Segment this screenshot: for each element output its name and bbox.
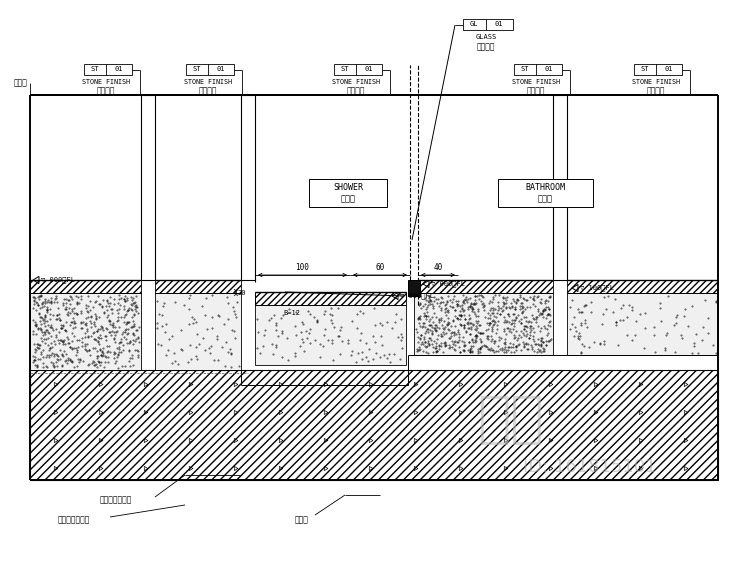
Text: 20: 20 <box>238 290 246 296</box>
Text: ST: ST <box>641 66 649 72</box>
Text: 石材饰面: 石材饰面 <box>346 86 366 95</box>
Text: 40: 40 <box>433 263 443 273</box>
Bar <box>309 179 387 207</box>
Bar <box>514 64 562 75</box>
Text: ▽ 000地FL: ▽ 000地FL <box>431 281 465 288</box>
Bar <box>414 293 553 355</box>
Text: BATHROOM: BATHROOM <box>525 183 565 193</box>
Text: STONE FINISH: STONE FINISH <box>82 79 130 85</box>
Text: STONE FINISH: STONE FINISH <box>184 79 232 85</box>
Bar <box>155 280 241 293</box>
Text: 淋浴房: 淋浴房 <box>341 195 355 204</box>
Text: SHOWER: SHOWER <box>333 183 363 193</box>
Text: 60: 60 <box>376 263 385 273</box>
Bar <box>463 19 513 30</box>
Bar <box>553 95 567 280</box>
Text: STONE FINISH: STONE FINISH <box>632 79 680 85</box>
Text: 混凝土结构楼板: 混凝土结构楼板 <box>58 516 91 524</box>
Text: GL: GL <box>470 21 478 27</box>
Text: ST: ST <box>91 66 99 72</box>
Text: 基板面: 基板面 <box>14 79 28 87</box>
Bar <box>334 64 382 75</box>
Bar <box>141 95 155 280</box>
Text: 01: 01 <box>545 66 553 72</box>
Text: 石材饰面: 石材饰面 <box>647 86 665 95</box>
Text: 知末: 知末 <box>477 393 543 447</box>
Bar <box>255 305 406 365</box>
Text: GLASS: GLASS <box>475 34 496 40</box>
Text: ST: ST <box>193 66 201 72</box>
Text: ST: ST <box>520 66 529 72</box>
Bar <box>186 64 234 75</box>
Bar <box>498 179 593 207</box>
Text: 01: 01 <box>664 66 673 72</box>
Bar <box>567 293 718 355</box>
Bar <box>30 95 718 480</box>
Bar <box>414 280 553 293</box>
Text: 01: 01 <box>217 66 225 72</box>
Text: 01: 01 <box>495 21 503 27</box>
Text: 01: 01 <box>365 66 374 72</box>
Bar <box>408 280 420 296</box>
Text: 钢化玻璃: 钢化玻璃 <box>477 43 495 52</box>
Text: B=12: B=12 <box>283 310 300 316</box>
Text: 水泥砂浆找平层: 水泥砂浆找平层 <box>100 496 132 504</box>
Bar <box>84 64 132 75</box>
Text: ST: ST <box>341 66 349 72</box>
Text: ID: 161815101: ID: 161815101 <box>523 458 656 476</box>
Bar <box>30 370 718 480</box>
Bar <box>30 280 141 293</box>
Bar <box>634 64 682 75</box>
Text: 石材饰面: 石材饰面 <box>527 86 545 95</box>
Bar <box>255 292 406 305</box>
Text: 石材饰面: 石材饰面 <box>199 86 217 95</box>
Text: STONE FINISH: STONE FINISH <box>332 79 380 85</box>
Text: 防水层: 防水层 <box>295 516 309 524</box>
Bar <box>30 293 141 370</box>
Text: ▽ 100地FL: ▽ 100地FL <box>580 285 614 292</box>
Bar <box>241 95 255 280</box>
Bar <box>567 280 718 293</box>
Text: ▽ 000地FL: ▽ 000地FL <box>41 277 75 283</box>
Text: STONE FINISH: STONE FINISH <box>512 79 560 85</box>
Text: 100: 100 <box>295 263 309 273</box>
Text: 石材饰面: 石材饰面 <box>96 86 115 95</box>
Text: ▽ 000地FL: ▽ 000地FL <box>400 293 434 300</box>
Text: 01: 01 <box>115 66 124 72</box>
Text: 洗手间: 洗手间 <box>537 195 553 204</box>
Bar <box>155 293 241 370</box>
